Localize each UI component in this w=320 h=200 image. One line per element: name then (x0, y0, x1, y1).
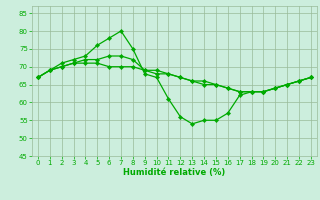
X-axis label: Humidité relative (%): Humidité relative (%) (123, 168, 226, 177)
